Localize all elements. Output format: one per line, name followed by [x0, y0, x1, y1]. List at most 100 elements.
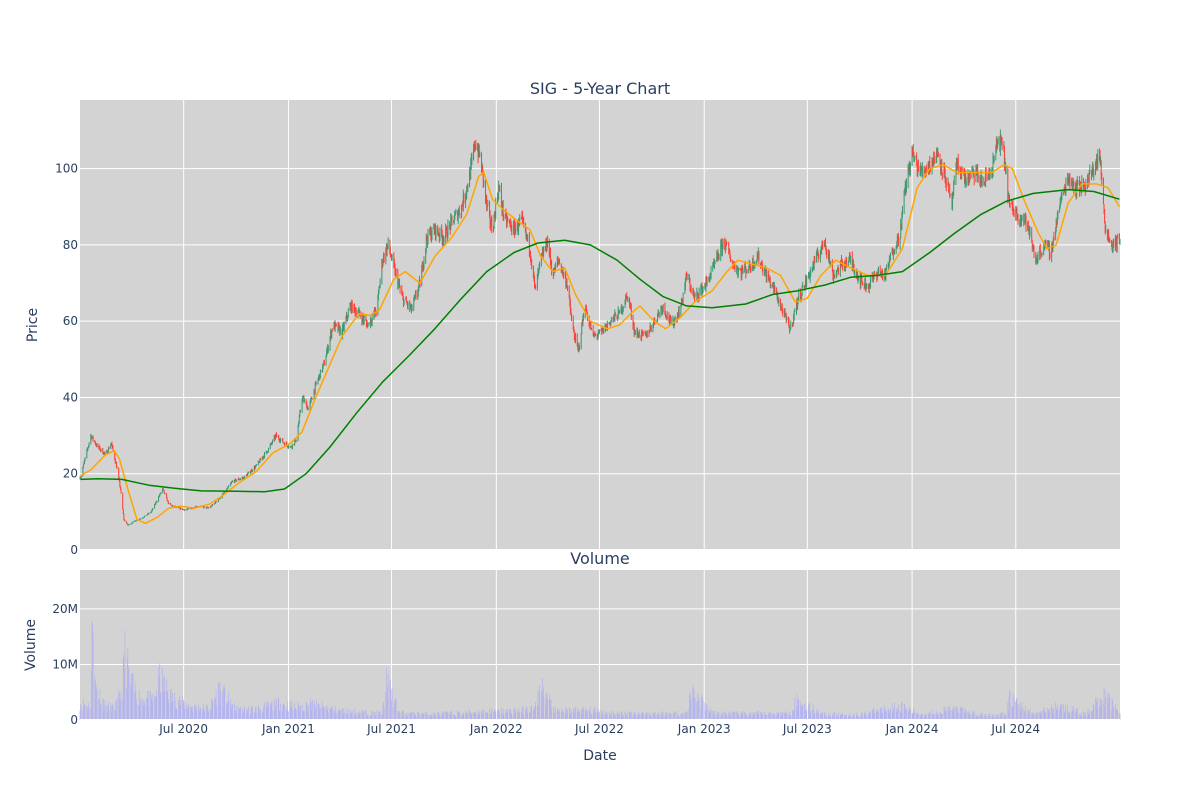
volume-bar	[848, 714, 850, 720]
candle-body	[718, 257, 720, 259]
candle-body	[471, 157, 473, 161]
volume-bar	[784, 714, 786, 720]
candle-body	[860, 275, 862, 285]
volume-bar	[572, 708, 574, 720]
candle	[283, 442, 285, 447]
candle-body	[821, 240, 823, 246]
volume-bar	[168, 702, 170, 720]
volume-bar	[178, 700, 179, 720]
volume-bar	[491, 708, 493, 720]
volume-bar	[365, 709, 367, 720]
candle	[94, 439, 96, 443]
candle	[1016, 215, 1018, 219]
candle-body	[820, 252, 821, 259]
candle	[473, 144, 475, 161]
candle-body	[630, 306, 632, 308]
volume-bar	[853, 713, 854, 720]
candle-body	[579, 345, 580, 347]
volume-bar	[593, 707, 595, 720]
volume-bar	[270, 703, 272, 720]
candle-body	[916, 155, 917, 164]
volume-bar	[407, 715, 408, 720]
candle-body	[698, 291, 700, 298]
candle-body	[964, 176, 966, 183]
volume-bar	[816, 712, 818, 720]
candle	[819, 249, 821, 263]
candle	[951, 192, 953, 210]
candle	[264, 452, 266, 459]
candle	[869, 282, 871, 288]
candle	[684, 277, 686, 291]
candle-body	[411, 307, 413, 311]
volume-bar	[82, 710, 84, 720]
volume-bar	[608, 711, 610, 720]
volume-bar	[794, 697, 796, 720]
candle-body	[634, 331, 636, 334]
volume-bar	[88, 702, 89, 720]
volume-bar	[244, 708, 245, 720]
volume-bar	[231, 704, 233, 720]
candle	[706, 276, 708, 287]
candle	[1069, 172, 1071, 189]
volume-bar	[294, 709, 296, 720]
candle	[139, 518, 141, 520]
volume-bar	[522, 705, 523, 720]
candle	[469, 170, 471, 181]
moving-average-short-line	[80, 164, 1121, 525]
candle	[1047, 240, 1049, 248]
candle	[433, 224, 435, 236]
volume-bar	[645, 712, 647, 720]
candle-body	[995, 148, 997, 156]
candle-body	[242, 477, 243, 479]
candle	[574, 335, 576, 343]
candle-body	[1076, 182, 1078, 185]
candle	[250, 468, 252, 472]
volume-bar	[223, 687, 224, 720]
volume-bar	[836, 714, 838, 720]
candle-body	[670, 317, 671, 320]
candle	[1011, 201, 1013, 211]
volume-bar	[593, 710, 595, 720]
volume-bar	[664, 715, 666, 720]
candle-body	[272, 440, 273, 444]
candle	[103, 452, 105, 455]
candle	[285, 441, 287, 446]
volume-bar	[872, 709, 874, 720]
candle	[908, 166, 910, 172]
candle-body	[849, 256, 851, 260]
candle	[887, 261, 889, 270]
volume-bar	[813, 708, 814, 720]
candle	[299, 410, 301, 417]
candle	[1103, 204, 1105, 215]
candle	[229, 483, 231, 487]
candle	[681, 298, 683, 304]
candle-body	[147, 513, 149, 515]
candle-body	[656, 320, 658, 322]
candle-body	[645, 332, 647, 336]
volume-bar	[718, 713, 720, 720]
candle	[874, 270, 876, 275]
volume-bar	[199, 706, 201, 720]
volume-bar	[162, 667, 163, 720]
candle	[409, 303, 411, 309]
candle-body	[1057, 210, 1059, 215]
candle-body	[637, 334, 639, 337]
volume-bar	[314, 704, 316, 720]
candle	[503, 214, 505, 222]
volume-bar	[431, 713, 433, 720]
candle	[941, 172, 943, 181]
candle-body	[84, 460, 85, 463]
candle	[871, 272, 873, 283]
volume-bar	[730, 715, 731, 720]
candle	[746, 269, 748, 274]
candle-body	[697, 293, 699, 298]
candle-body	[1107, 230, 1108, 239]
candle-body	[164, 493, 166, 495]
candle	[539, 261, 541, 270]
candle-body	[459, 213, 461, 215]
candle-body	[769, 279, 771, 286]
candle-body	[555, 265, 556, 267]
volume-bar	[621, 711, 622, 720]
candle-body	[736, 267, 738, 272]
candle	[605, 324, 607, 331]
